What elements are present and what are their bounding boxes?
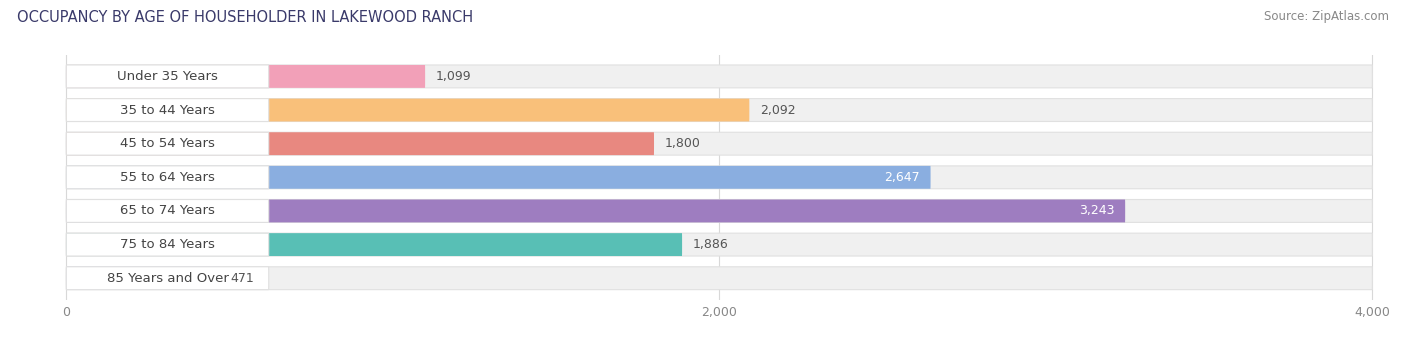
- FancyBboxPatch shape: [66, 233, 269, 256]
- FancyBboxPatch shape: [66, 132, 1372, 155]
- Text: 85 Years and Over: 85 Years and Over: [107, 272, 228, 285]
- FancyBboxPatch shape: [66, 233, 1372, 256]
- Text: 1,886: 1,886: [693, 238, 728, 251]
- Text: 471: 471: [231, 272, 254, 285]
- Text: 3,243: 3,243: [1080, 205, 1115, 218]
- Text: 65 to 74 Years: 65 to 74 Years: [120, 205, 215, 218]
- Text: 45 to 54 Years: 45 to 54 Years: [120, 137, 215, 150]
- FancyBboxPatch shape: [66, 132, 654, 155]
- FancyBboxPatch shape: [66, 166, 931, 189]
- FancyBboxPatch shape: [66, 166, 1372, 189]
- FancyBboxPatch shape: [66, 233, 682, 256]
- FancyBboxPatch shape: [66, 199, 1372, 222]
- Text: 1,800: 1,800: [665, 137, 700, 150]
- FancyBboxPatch shape: [66, 166, 269, 189]
- FancyBboxPatch shape: [66, 99, 749, 121]
- FancyBboxPatch shape: [66, 267, 1372, 290]
- Text: Under 35 Years: Under 35 Years: [117, 70, 218, 83]
- Text: 1,099: 1,099: [436, 70, 471, 83]
- FancyBboxPatch shape: [66, 199, 269, 222]
- FancyBboxPatch shape: [66, 65, 269, 88]
- Text: 35 to 44 Years: 35 to 44 Years: [120, 104, 215, 117]
- Text: OCCUPANCY BY AGE OF HOUSEHOLDER IN LAKEWOOD RANCH: OCCUPANCY BY AGE OF HOUSEHOLDER IN LAKEW…: [17, 10, 472, 25]
- FancyBboxPatch shape: [66, 65, 1372, 88]
- FancyBboxPatch shape: [66, 65, 425, 88]
- Text: 2,647: 2,647: [884, 171, 920, 184]
- Text: 75 to 84 Years: 75 to 84 Years: [120, 238, 215, 251]
- FancyBboxPatch shape: [66, 132, 269, 155]
- Text: Source: ZipAtlas.com: Source: ZipAtlas.com: [1264, 10, 1389, 23]
- FancyBboxPatch shape: [66, 199, 1125, 222]
- FancyBboxPatch shape: [66, 99, 269, 121]
- FancyBboxPatch shape: [66, 267, 221, 290]
- Text: 2,092: 2,092: [759, 104, 796, 117]
- FancyBboxPatch shape: [66, 267, 269, 290]
- FancyBboxPatch shape: [66, 99, 1372, 121]
- Text: 55 to 64 Years: 55 to 64 Years: [120, 171, 215, 184]
